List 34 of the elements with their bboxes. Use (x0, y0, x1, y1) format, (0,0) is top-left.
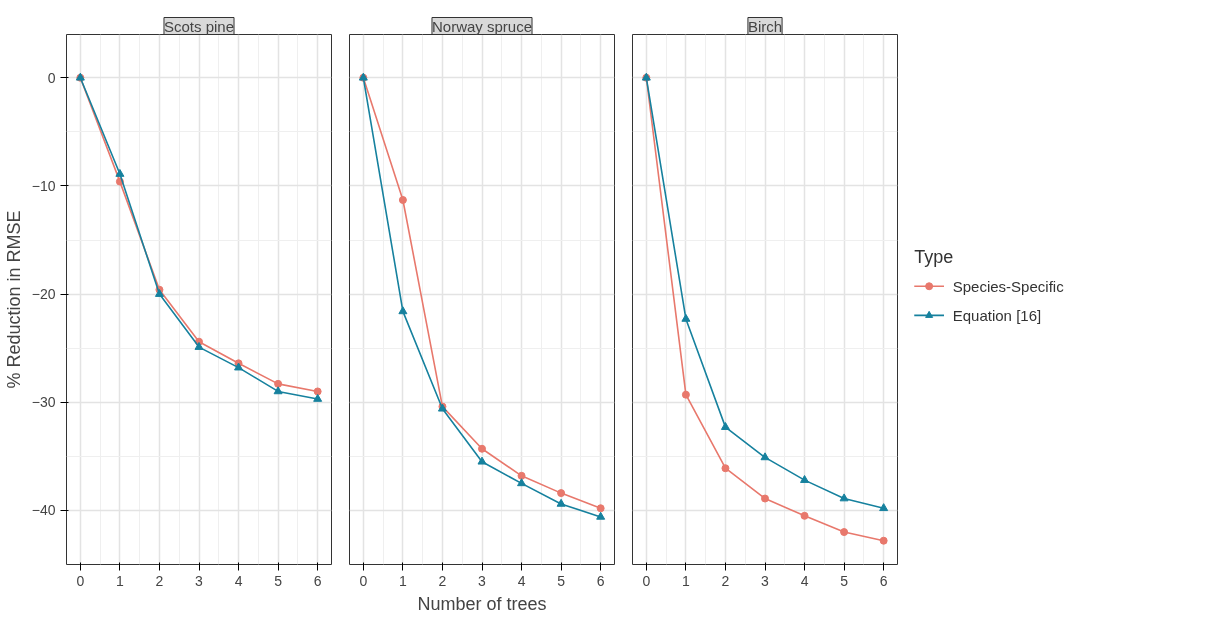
x-tick-label: 6 (313, 572, 322, 589)
x-tick-label: 2 (721, 572, 730, 589)
x-tick-label: 0 (359, 572, 368, 589)
y-tick-label: 0 (47, 69, 56, 86)
y-tick-label: −30 (31, 394, 56, 411)
x-tick-label: 5 (557, 572, 566, 589)
x-tick-label: 4 (517, 572, 526, 589)
x-tick-label: 5 (840, 572, 849, 589)
y-axis-title: % Reduction in RMSE (3, 210, 24, 389)
x-axis-title: Number of trees (417, 593, 547, 614)
y-tick-label: −40 (31, 502, 56, 519)
x-tick-label: 6 (596, 572, 605, 589)
x-tick-label: 4 (800, 572, 809, 589)
x-tick-label: 2 (155, 572, 164, 589)
legend-title: Type (914, 247, 954, 268)
legend-label: Equation [16] (952, 306, 1042, 324)
chart-title: Scots pine (163, 17, 235, 35)
x-tick-label: 3 (761, 572, 770, 589)
x-tick-label: 3 (478, 572, 487, 589)
x-tick-label: 0 (76, 572, 85, 589)
x-tick-label: 1 (682, 572, 690, 589)
x-tick-label: 2 (438, 572, 447, 589)
x-tick-label: 1 (116, 572, 124, 589)
x-tick-label: 6 (879, 572, 888, 589)
y-tick-label: −10 (31, 177, 56, 194)
x-tick-label: 3 (195, 572, 204, 589)
y-tick-label: −20 (31, 286, 56, 303)
x-tick-label: 0 (642, 572, 651, 589)
chart-title: Norway spruce (431, 17, 533, 35)
x-tick-label: 4 (234, 572, 243, 589)
x-tick-label: 1 (399, 572, 407, 589)
legend-label: Species-Specific (952, 277, 1065, 295)
chart-title: Birch (747, 17, 783, 35)
x-tick-label: 5 (274, 572, 283, 589)
